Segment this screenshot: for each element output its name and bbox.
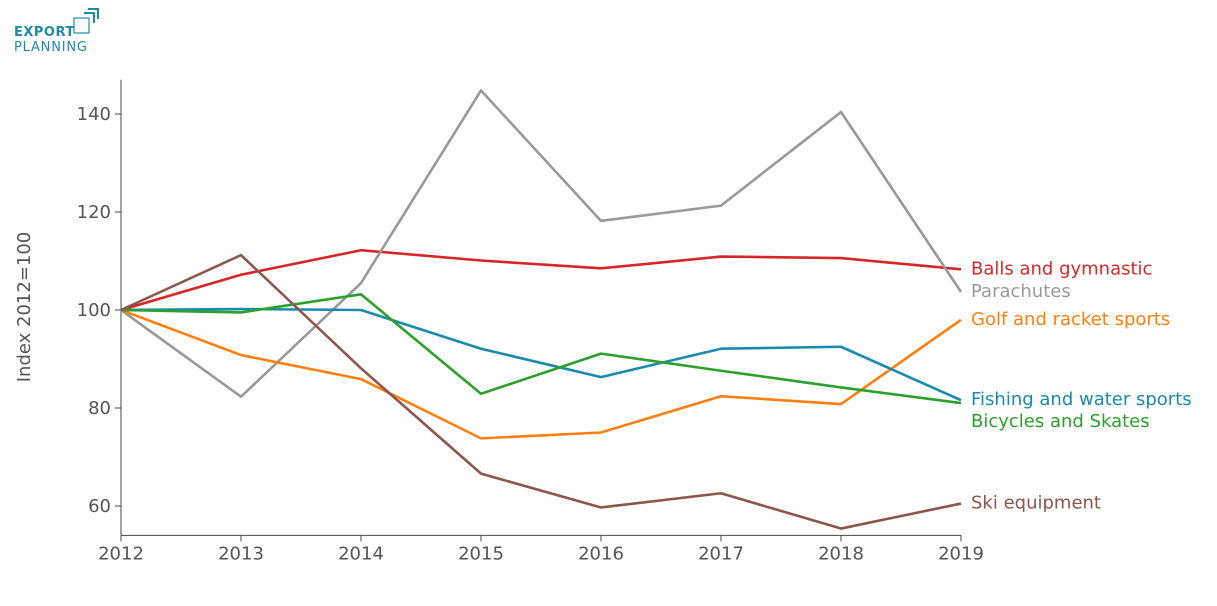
x-tick-label: 2012 (98, 543, 144, 564)
y-tick-label: 100 (77, 300, 111, 321)
series-line (120, 308, 962, 440)
x-tick-label: 2016 (578, 543, 624, 564)
series-line (120, 248, 962, 312)
logo-line2: PLANNING (14, 40, 88, 55)
x-tick-label: 2017 (698, 543, 744, 564)
series-end-label: Parachutes (971, 281, 1071, 302)
x-tick-label: 2019 (938, 543, 984, 564)
logo-line1: EXPORT (14, 25, 75, 40)
export-planning-logo: EXPORT PLANNING (12, 8, 112, 58)
y-tick-label: 80 (88, 398, 111, 419)
x-tick-label: 2018 (818, 543, 864, 564)
y-axis-label: Index 2012=100 (14, 232, 35, 383)
x-tick-label: 2014 (338, 543, 384, 564)
x-tick-label: 2013 (218, 543, 264, 564)
x-tick-label: 2015 (458, 543, 504, 564)
series-end-label: Balls and gymnastic (971, 258, 1152, 279)
axes: 60 80 100 120 140 2012 2013 2014 2015 2016 2017 201… (77, 79, 984, 564)
series-line (120, 89, 963, 399)
series-end-label: Fishing and water sports (971, 389, 1192, 410)
series-lines (120, 89, 963, 530)
series-line (120, 293, 962, 405)
series-line (120, 253, 962, 530)
logo-mark-icon (73, 8, 99, 34)
y-tick-label: 60 (88, 496, 111, 517)
y-tick-label: 120 (77, 202, 111, 223)
series-end-label: Golf and racket sports (971, 309, 1170, 330)
series-end-label: Ski equipment (971, 493, 1101, 514)
y-tick-label: 140 (77, 104, 111, 125)
series-end-label: Bicycles and Skates (971, 411, 1150, 432)
